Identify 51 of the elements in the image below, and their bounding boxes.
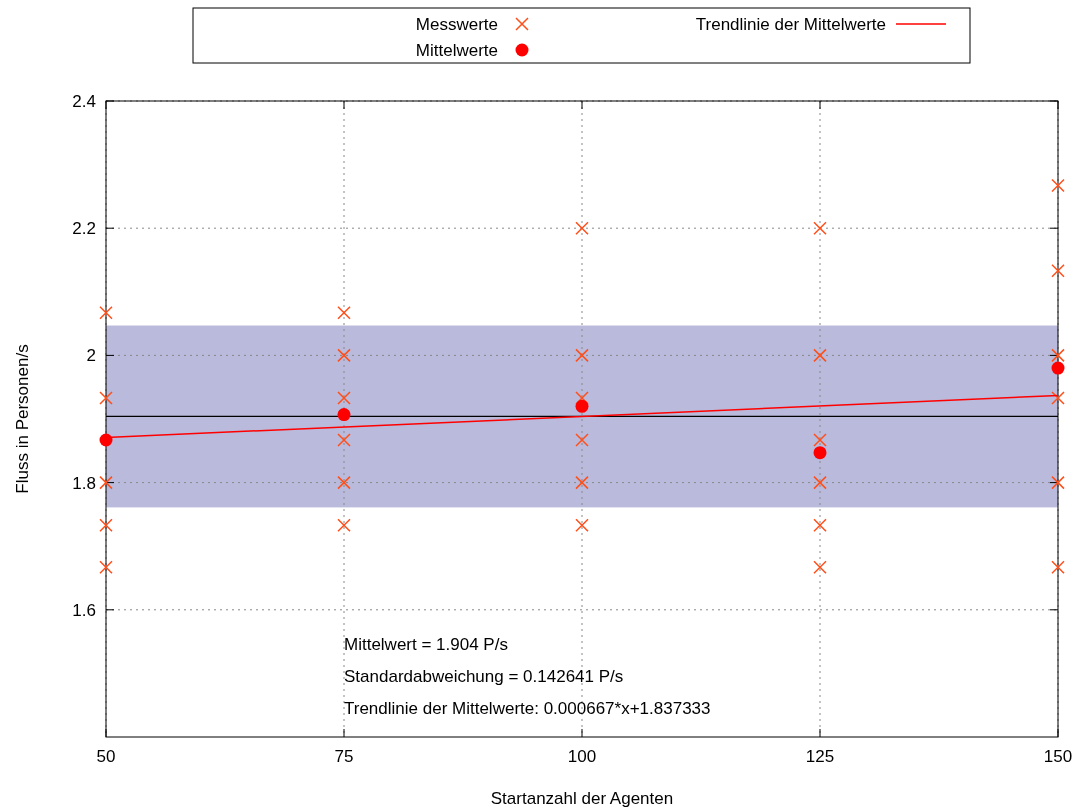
point — [337, 306, 351, 320]
x-tick-label: 150 — [1043, 747, 1073, 766]
point — [575, 475, 589, 490]
y-tick-label: 2.4 — [72, 91, 96, 111]
y-tick-label: 1.6 — [72, 600, 96, 620]
point — [99, 391, 113, 405]
point — [1051, 178, 1065, 193]
point — [575, 391, 589, 405]
y-tick-label: 2 — [86, 346, 96, 366]
x-tick-label: 75 — [334, 747, 354, 766]
point — [99, 475, 113, 490]
point — [813, 560, 827, 574]
x-tick-label: 50 — [96, 747, 116, 766]
point — [1051, 348, 1065, 363]
y-axis-title: Fluss in Personen/s — [13, 344, 32, 494]
point — [337, 391, 351, 405]
legend-label: Mittelwerte — [415, 40, 498, 60]
point — [575, 348, 589, 363]
point — [1051, 264, 1065, 278]
point — [813, 433, 827, 447]
annotation: Trendlinie der Mittelwerte: 0.000667*x+1.837333 — [344, 698, 711, 718]
point — [99, 560, 113, 574]
point — [99, 306, 113, 320]
point — [813, 446, 827, 460]
point — [1051, 475, 1065, 490]
point — [337, 433, 351, 447]
point — [337, 348, 351, 363]
annotation: Standardabweichung = 0.142641 P/s — [344, 666, 624, 686]
point — [1051, 560, 1065, 574]
annotation: Mittelwert = 1.904 P/s — [344, 634, 508, 654]
point — [813, 221, 827, 235]
point — [575, 221, 589, 235]
point — [1051, 391, 1065, 405]
legend-label: Messwerte — [415, 14, 498, 34]
y-tick-label: 2.2 — [72, 219, 96, 239]
x-axis-title: Startanzahl der Agenten — [490, 789, 674, 808]
x-tick-label: 100 — [567, 747, 597, 766]
point — [813, 518, 827, 532]
point — [337, 475, 351, 490]
x-tick-label: 125 — [805, 747, 835, 766]
point — [813, 348, 827, 363]
point — [575, 399, 589, 413]
y-tick-label: 1.8 — [72, 473, 96, 493]
point — [575, 433, 589, 447]
point — [813, 475, 827, 490]
point — [337, 408, 351, 422]
point — [575, 518, 589, 532]
point — [99, 518, 113, 532]
point — [337, 518, 351, 532]
legend-label: Trendlinie der Mittelwerte — [695, 14, 886, 34]
point — [1051, 361, 1065, 375]
